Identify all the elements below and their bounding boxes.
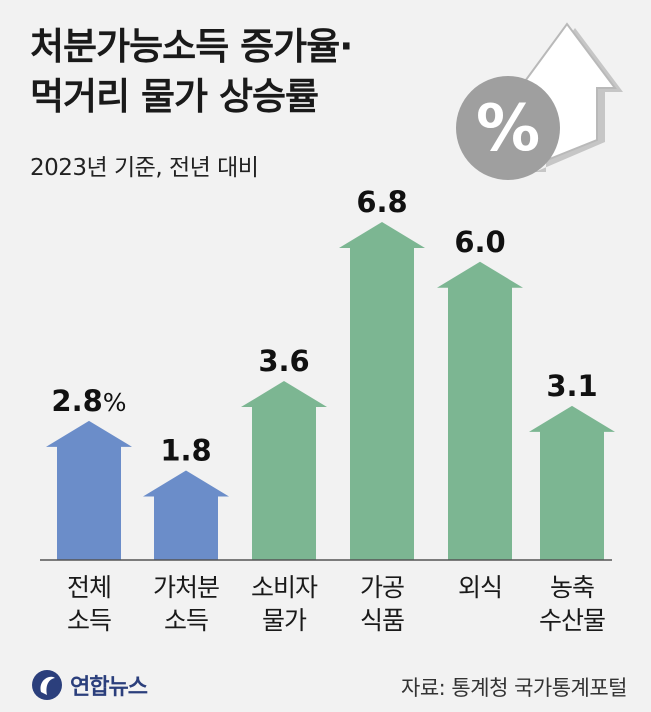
bar-4 — [437, 261, 523, 560]
category-label-line: 소득 — [163, 606, 209, 635]
bar-5 — [529, 405, 615, 560]
value-label-4: 6.0 — [454, 225, 505, 259]
value-label-3: 6.8 — [356, 185, 407, 219]
value-label-1: 1.8 — [160, 434, 211, 468]
footer-logo: 연합뉴스 — [30, 668, 148, 702]
percent-up-arrow-icon: % — [456, 22, 623, 180]
category-label-line: 물가 — [261, 606, 307, 635]
title-line-2: 먹거리 물가 상승률 — [30, 75, 319, 118]
yonhap-logo-icon — [32, 670, 62, 700]
chart-title: 처분가능소득 증가율· 먹거리 물가 상승률 — [30, 22, 353, 122]
category-label-line: 가공 — [359, 573, 405, 602]
bar-1 — [143, 470, 229, 560]
category-label-line: 수산물 — [538, 606, 606, 635]
value-label-5: 3.1 — [546, 369, 597, 403]
value-label-2: 3.6 — [258, 344, 309, 378]
logo-text: 연합뉴스 — [70, 675, 148, 700]
source-note: 자료: 통계청 국가통계포털 — [401, 676, 627, 700]
unit-label: % — [103, 388, 127, 417]
category-label-line: 농축 — [549, 573, 595, 602]
title-line-1: 처분가능소득 증가율· — [30, 25, 353, 68]
category-label-line: 가처분 — [152, 573, 220, 602]
value-label-0: 2.8% — [51, 384, 126, 418]
category-label-line: 전체 — [66, 573, 112, 602]
category-label-line: 외식 — [457, 573, 503, 602]
percent-glyph: % — [476, 92, 540, 166]
bar-0 — [46, 420, 132, 560]
bar-2 — [241, 381, 327, 560]
category-label-line: 식품 — [359, 606, 405, 635]
bar-3 — [339, 222, 425, 560]
chart-subtitle: 2023년 기준, 전년 대비 — [30, 155, 259, 181]
category-label-4: 외식 — [430, 571, 530, 604]
category-label-line: 소득 — [66, 606, 112, 635]
category-label-line: 소비자 — [250, 573, 318, 602]
